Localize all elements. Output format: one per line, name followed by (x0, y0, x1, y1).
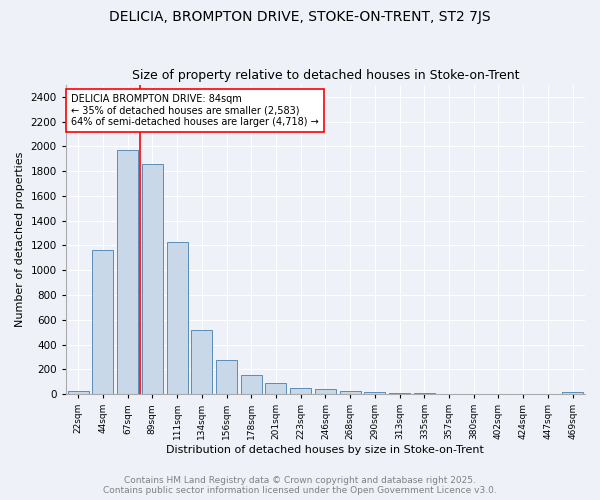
Bar (117, 150, 138, 394)
Text: Contains HM Land Registry data © Crown copyright and database right 2025.
Contai: Contains HM Land Registry data © Crown c… (103, 476, 497, 495)
Bar (265, 383, 286, 394)
Bar (68, 391, 89, 394)
Text: DELICIA BROMPTON DRIVE: 84sqm
← 35% of detached houses are smaller (2,583)
64% o: DELICIA BROMPTON DRIVE: 84sqm ← 35% of d… (71, 94, 319, 127)
Bar (315, 389, 336, 394)
Bar (364, 392, 385, 394)
Y-axis label: Number of detached properties: Number of detached properties (15, 152, 25, 327)
Bar (389, 393, 410, 394)
Bar (92, 250, 113, 394)
Bar (142, 164, 163, 394)
Title: Size of property relative to detached houses in Stoke-on-Trent: Size of property relative to detached ho… (131, 69, 519, 82)
Bar (167, 242, 188, 394)
Bar (216, 360, 237, 394)
X-axis label: Distribution of detached houses by size in Stoke-on-Trent: Distribution of detached houses by size … (166, 445, 484, 455)
Text: DELICIA, BROMPTON DRIVE, STOKE-ON-TRENT, ST2 7JS: DELICIA, BROMPTON DRIVE, STOKE-ON-TRENT,… (109, 10, 491, 24)
Bar (290, 388, 311, 394)
Bar (562, 392, 583, 394)
Bar (241, 375, 262, 394)
Bar (191, 330, 212, 394)
Bar (340, 392, 361, 394)
